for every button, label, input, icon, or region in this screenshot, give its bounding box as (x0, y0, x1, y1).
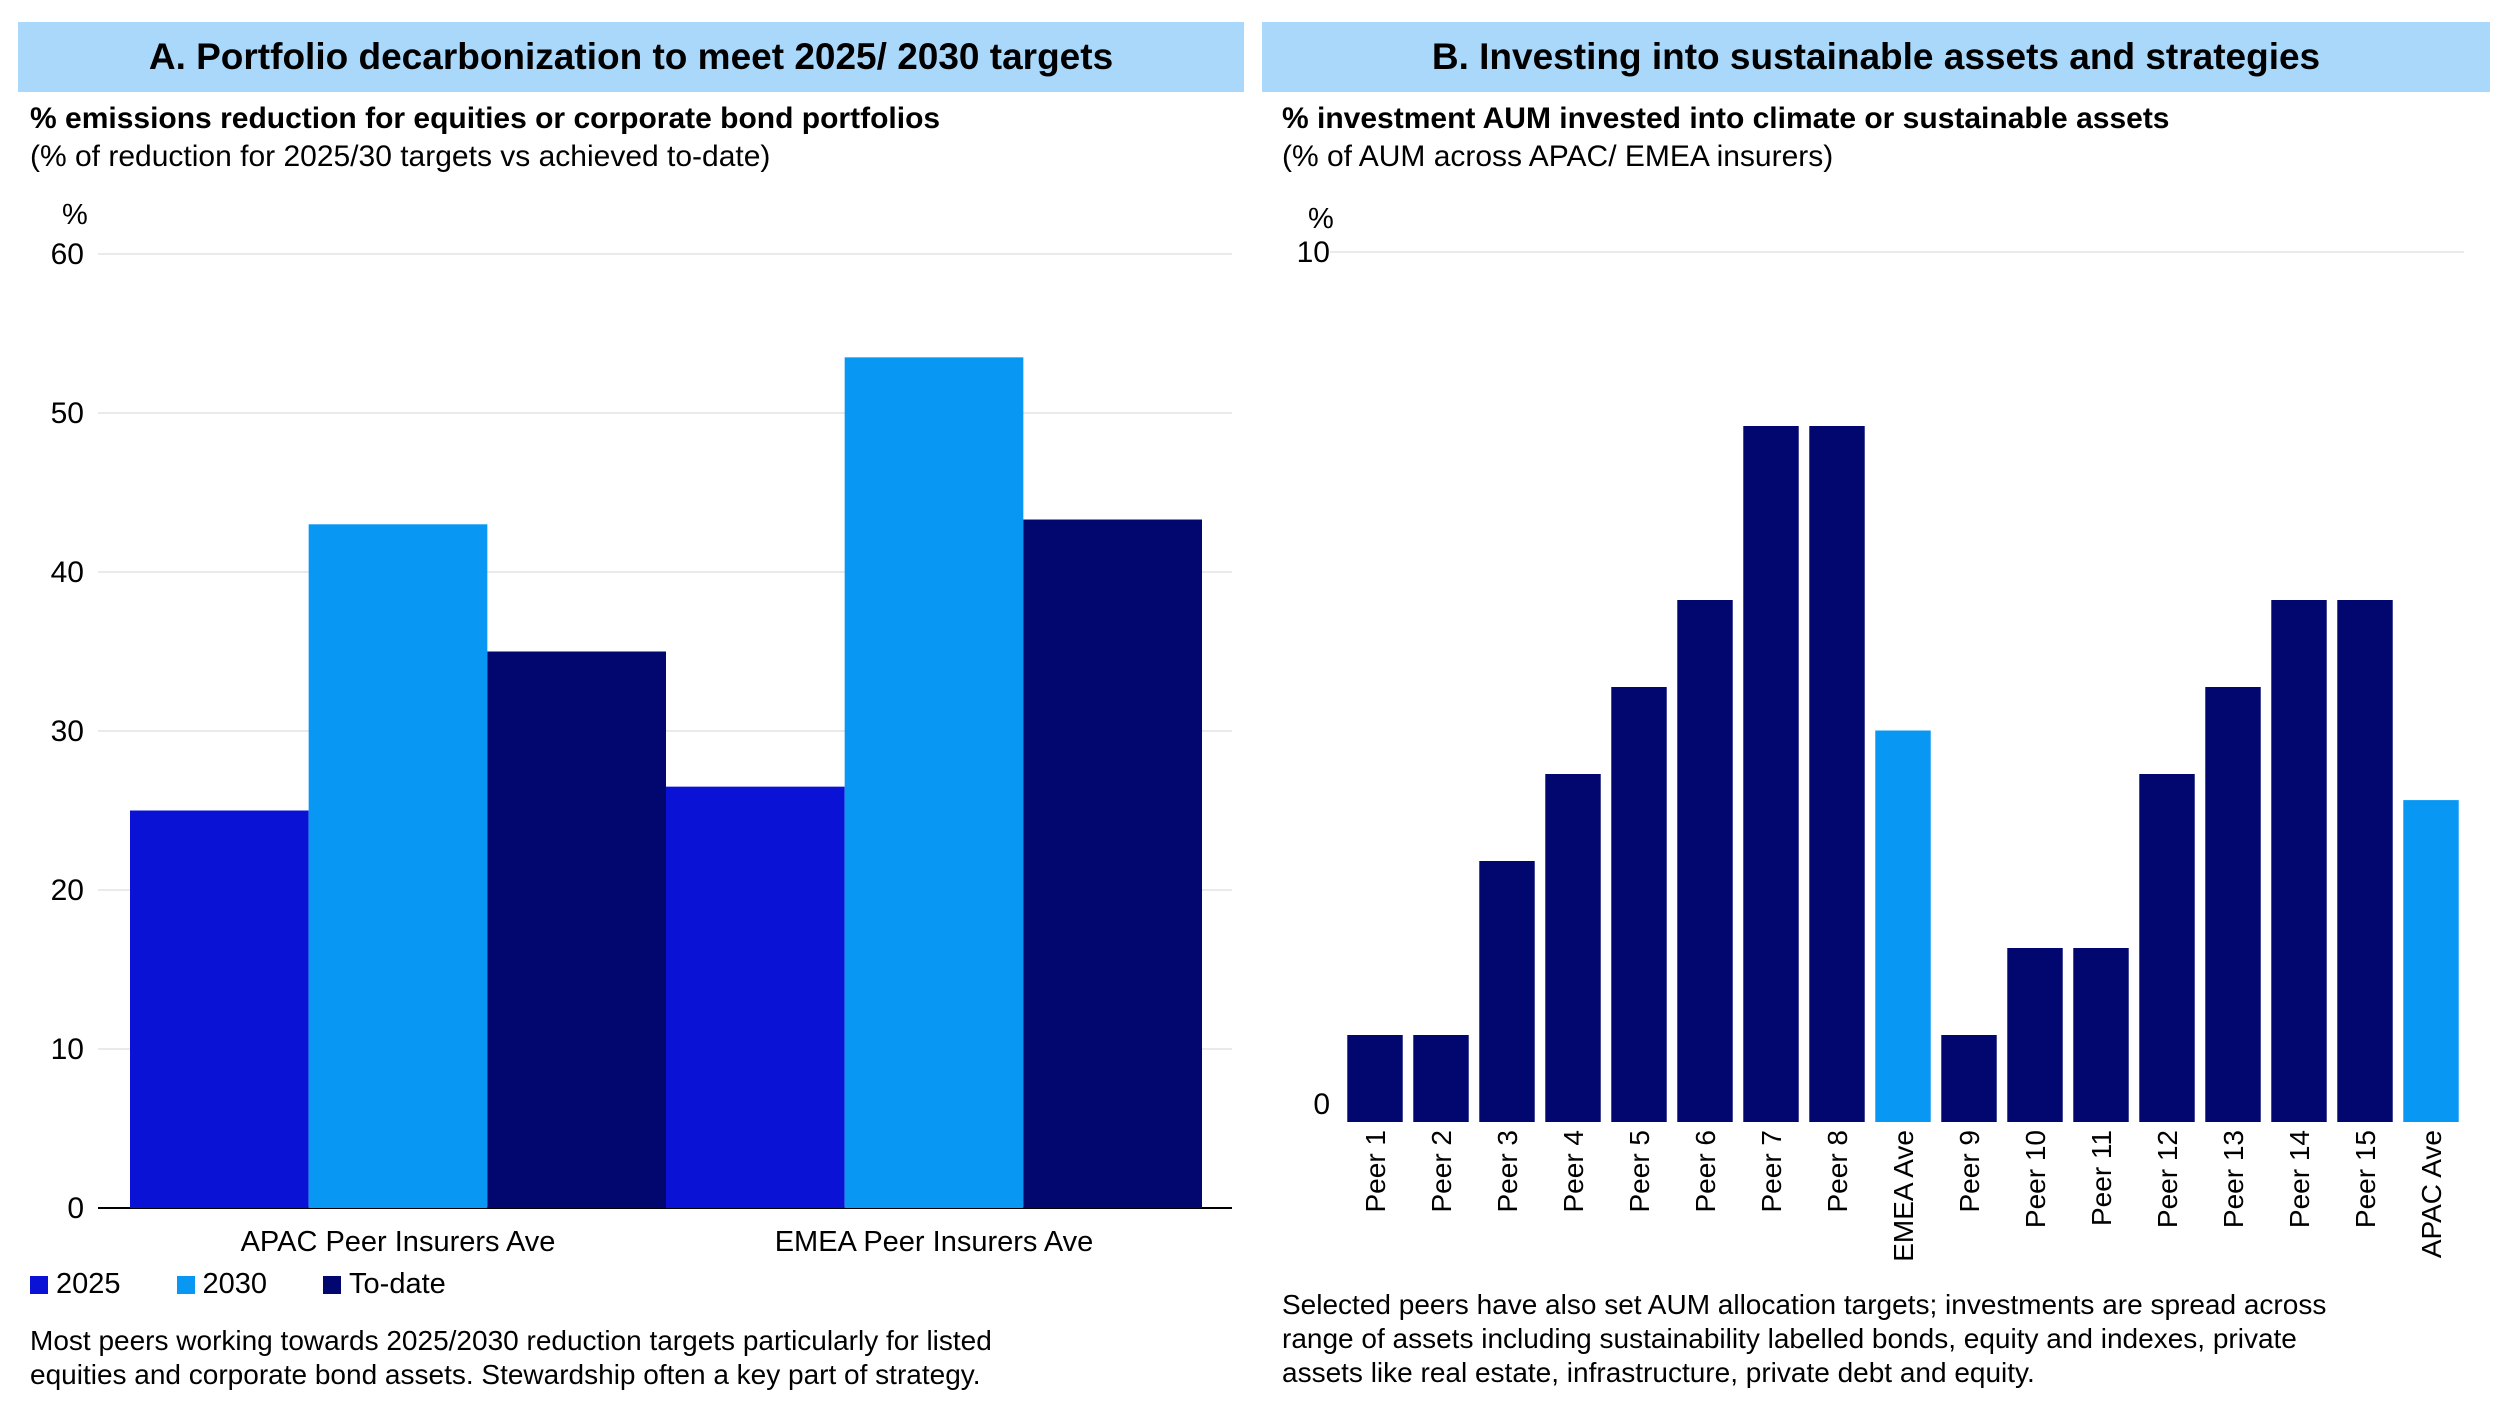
bar-peer-6 (1677, 600, 1733, 1122)
bar-peer-10 (2007, 948, 2063, 1122)
chart-b-category-label: Peer 6 (1690, 1130, 1721, 1213)
chart-a-ytick-10: 10 (51, 1033, 84, 1066)
chart-b-category-label: Peer 8 (1822, 1130, 1853, 1213)
panel-a-footnote: Most peers working towards 2025/2030 red… (30, 1324, 992, 1392)
panel-b-header: B. Investing into sustainable assets and… (1262, 22, 2490, 92)
chart-b-category-label: APAC Ave (2416, 1130, 2447, 1258)
chart-b-category-label: Peer 5 (1624, 1130, 1655, 1213)
chart-a-ytick-60: 60 (51, 238, 84, 271)
bar-apac-peer-insurers-ave-2030 (308, 524, 488, 1208)
legend-label-2025: 2025 (56, 1268, 121, 1300)
panel-b-footnote-line1: Selected peers have also set AUM allocat… (1282, 1289, 2327, 1320)
legend-item-to-date: To-date (323, 1268, 446, 1301)
bar-peer-12 (2139, 774, 2195, 1122)
chart-b-category-label: Peer 10 (2020, 1130, 2051, 1228)
bar-apac-peer-insurers-ave-to-date (487, 651, 666, 1208)
chart-a-ylabel: % (62, 199, 88, 231)
bar-peer-5 (1611, 687, 1667, 1122)
legend-item-2025: 2025 (30, 1268, 121, 1301)
chart-b-category-label: Peer 11 (2086, 1130, 2117, 1226)
legend-label-2030: 2030 (202, 1268, 268, 1300)
legend-label-to-date: To-date (349, 1268, 446, 1300)
chart-b: % 0 10 Peer 1 Peer 2 Peer 3 Peer 4 Peer 5 Peer 6… (1297, 203, 2464, 1262)
chart-b-category-label: EMEA Ave (1888, 1130, 1919, 1262)
chart-a: % 0 10 20 30 40 50 60 APAC Peer Insurers Ave EMEA… (51, 199, 1232, 1258)
bar-peer-1 (1347, 1035, 1403, 1122)
panel-a-header: A. Portfolio decarbonization to meet 202… (18, 22, 1244, 92)
bar-peer-4 (1545, 774, 1601, 1122)
chart-b-category-label: Peer 13 (2218, 1130, 2249, 1228)
chart-b-category-label: Peer 12 (2152, 1130, 2183, 1228)
legend-swatch-2030 (176, 1275, 195, 1294)
chart-b-ytick-10: 10 (1297, 236, 1330, 269)
bar-peer-9 (1941, 1035, 1997, 1122)
bar-peer-2 (1413, 1035, 1469, 1122)
chart-b-category-label: Peer 9 (1954, 1130, 1985, 1213)
chart-a-category-label: EMEA Peer Insurers Ave (775, 1226, 1094, 1258)
bar-peer-3 (1479, 861, 1535, 1122)
chart-b-category-label: Peer 3 (1492, 1130, 1523, 1213)
panel-a-footnote-line2: equities and corporate bond assets. Stew… (30, 1359, 981, 1390)
bar-emea-ave (1875, 730, 1931, 1122)
panel-b-footnote-line2: range of assets including sustainability… (1282, 1323, 2297, 1354)
bar-peer-14 (2271, 600, 2327, 1122)
chart-b-ytick-0: 0 (1313, 1088, 1330, 1121)
legend-swatch-2025 (30, 1275, 48, 1294)
bar-peer-7 (1743, 426, 1799, 1122)
chart-b-category-label: Peer 7 (1756, 1130, 1787, 1213)
panel-b-subnote: (% of AUM across APAC/ EMEA insurers) (1282, 140, 1834, 173)
chart-b-category-label: Peer 4 (1558, 1130, 1589, 1213)
panel-b-footnote: Selected peers have also set AUM allocat… (1282, 1288, 2326, 1390)
panel-b-subtitle: % investment AUM invested into climate o… (1282, 102, 2170, 135)
bar-peer-13 (2205, 687, 2261, 1122)
chart-a-ytick-30: 30 (51, 715, 84, 748)
panel-a-subtitle: % emissions reduction for equities or co… (30, 102, 941, 135)
panel-b-footnote-line3: assets like real estate, infrastructure,… (1282, 1357, 2035, 1388)
chart-a-legend: 2025 2030 To-date (30, 1268, 446, 1301)
bar-apac-ave (2403, 800, 2459, 1122)
bar-peer-15 (2337, 600, 2393, 1122)
legend-item-2030: 2030 (176, 1268, 268, 1301)
bar-apac-peer-insurers-ave-2025 (130, 810, 309, 1208)
bar-peer-11 (2073, 948, 2129, 1122)
bar-peer-8 (1809, 426, 1865, 1122)
chart-b-ylabel: % (1308, 203, 1334, 235)
chart-a-ytick-40: 40 (51, 556, 84, 589)
bar-emea-peer-insurers-ave-to-date (1023, 519, 1202, 1208)
chart-b-category-label: Peer 2 (1426, 1130, 1457, 1213)
panel-a-footnote-line1: Most peers working towards 2025/2030 red… (30, 1325, 992, 1356)
chart-a-category-label: APAC Peer Insurers Ave (241, 1226, 556, 1258)
chart-a-ytick-20: 20 (51, 874, 84, 907)
chart-b-category-label: Peer 15 (2350, 1130, 2381, 1228)
bar-emea-peer-insurers-ave-2030 (844, 357, 1024, 1209)
chart-a-ytick-0: 0 (67, 1192, 84, 1225)
panel-a-subnote: (% of reduction for 2025/30 targets vs a… (30, 140, 771, 173)
chart-a-ytick-50: 50 (51, 397, 84, 430)
legend-swatch-to-date (323, 1275, 342, 1294)
bar-emea-peer-insurers-ave-2025 (666, 786, 845, 1208)
chart-b-category-label: Peer 1 (1360, 1130, 1391, 1213)
chart-b-category-label: Peer 14 (2284, 1130, 2315, 1228)
